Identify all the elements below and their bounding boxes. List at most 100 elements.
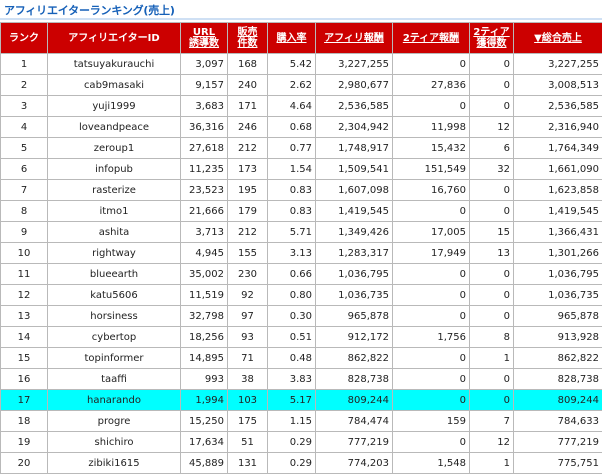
url-referrals-cell: 23,523 — [181, 180, 228, 201]
column-header-total-sales[interactable]: ▼総合売上 — [514, 23, 602, 54]
column-header-label[interactable]: 購入率 — [277, 33, 307, 44]
purchase-rate-cell: 0.30 — [268, 306, 316, 327]
sales-count-cell: 155 — [228, 243, 268, 264]
total-sales-cell: 784,633 — [514, 411, 602, 432]
column-header-label: アフィリエイターID — [68, 33, 159, 44]
url-referrals-cell: 993 — [181, 369, 228, 390]
column-header-tier2-reward[interactable]: 2ティア報酬 — [393, 23, 470, 54]
tier2-count-cell: 0 — [470, 201, 514, 222]
total-sales-cell: 1,301,266 — [514, 243, 602, 264]
column-header-label[interactable]: 2ティア獲得数 — [473, 27, 509, 49]
url-referrals-cell: 1,994 — [181, 390, 228, 411]
tier2-reward-cell: 0 — [393, 264, 470, 285]
url-referrals-cell: 14,895 — [181, 348, 228, 369]
column-header-sales-count[interactable]: 販売件数 — [228, 23, 268, 54]
tier2-reward-cell: 1,756 — [393, 327, 470, 348]
tier2-reward-cell: 0 — [393, 285, 470, 306]
sales-count-cell: 131 — [228, 453, 268, 474]
total-sales-cell: 862,822 — [514, 348, 602, 369]
column-header-rank: ランク — [1, 23, 48, 54]
column-header-affiliater-id: アフィリエイターID — [48, 23, 181, 54]
column-header-purchase-rate[interactable]: 購入率 — [268, 23, 316, 54]
url-referrals-cell: 3,683 — [181, 96, 228, 117]
sales-count-cell: 246 — [228, 117, 268, 138]
purchase-rate-cell: 5.42 — [268, 54, 316, 75]
purchase-rate-cell: 0.51 — [268, 327, 316, 348]
column-header-label: ランク — [9, 33, 39, 44]
url-referrals-cell: 17,634 — [181, 432, 228, 453]
column-header-affiliate-reward[interactable]: アフィリ報酬 — [316, 23, 393, 54]
affiliater-id-cell: ashita — [48, 222, 181, 243]
sales-count-cell: 93 — [228, 327, 268, 348]
tier2-reward-cell: 0 — [393, 348, 470, 369]
rank-cell: 4 — [1, 117, 48, 138]
total-sales-cell: 2,316,940 — [514, 117, 602, 138]
url-referrals-cell: 27,618 — [181, 138, 228, 159]
purchase-rate-cell: 0.29 — [268, 453, 316, 474]
tier2-count-cell: 0 — [470, 306, 514, 327]
total-sales-cell: 1,419,545 — [514, 201, 602, 222]
affiliate-reward-cell: 1,036,795 — [316, 264, 393, 285]
sales-count-cell: 168 — [228, 54, 268, 75]
tier2-count-cell: 15 — [470, 222, 514, 243]
url-referrals-cell: 35,002 — [181, 264, 228, 285]
rank-cell: 9 — [1, 222, 48, 243]
url-referrals-cell: 11,235 — [181, 159, 228, 180]
total-sales-cell: 2,536,585 — [514, 96, 602, 117]
sales-count-cell: 171 — [228, 96, 268, 117]
affiliater-id-cell: yuji1999 — [48, 96, 181, 117]
tier2-count-cell: 0 — [470, 369, 514, 390]
tier2-reward-cell: 151,549 — [393, 159, 470, 180]
tier2-count-cell: 0 — [470, 264, 514, 285]
total-sales-cell: 1,661,090 — [514, 159, 602, 180]
url-referrals-cell: 9,157 — [181, 75, 228, 96]
url-referrals-cell: 36,316 — [181, 117, 228, 138]
column-header-label[interactable]: アフィリ報酬 — [324, 33, 384, 44]
rank-cell: 8 — [1, 201, 48, 222]
column-header-label[interactable]: 販売件数 — [238, 27, 258, 49]
column-header-tier2-count[interactable]: 2ティア獲得数 — [470, 23, 514, 54]
purchase-rate-cell: 0.48 — [268, 348, 316, 369]
affiliater-id-cell: rightway — [48, 243, 181, 264]
rank-cell: 20 — [1, 453, 48, 474]
affiliater-id-cell: tatsuyakurauchi — [48, 54, 181, 75]
rank-cell: 3 — [1, 96, 48, 117]
affiliater-id-cell: infopub — [48, 159, 181, 180]
column-header-label[interactable]: 2ティア報酬 — [403, 33, 459, 44]
tier2-count-cell: 12 — [470, 432, 514, 453]
affiliater-id-cell: zibiki1615 — [48, 453, 181, 474]
tier2-reward-cell: 15,432 — [393, 138, 470, 159]
rank-cell: 14 — [1, 327, 48, 348]
tier2-reward-cell: 0 — [393, 96, 470, 117]
purchase-rate-cell: 2.62 — [268, 75, 316, 96]
total-sales-cell: 1,366,431 — [514, 222, 602, 243]
affiliate-reward-cell: 3,227,255 — [316, 54, 393, 75]
purchase-rate-cell: 3.13 — [268, 243, 316, 264]
page-title: アフィリエイターランキング(売上) — [4, 2, 175, 18]
sales-count-cell: 212 — [228, 138, 268, 159]
purchase-rate-cell: 5.71 — [268, 222, 316, 243]
affiliater-id-cell: zeroup1 — [48, 138, 181, 159]
url-referrals-cell: 21,666 — [181, 201, 228, 222]
tier2-count-cell: 0 — [470, 390, 514, 411]
purchase-rate-cell: 1.54 — [268, 159, 316, 180]
total-sales-cell: 965,878 — [514, 306, 602, 327]
rank-cell: 12 — [1, 285, 48, 306]
purchase-rate-cell: 3.83 — [268, 369, 316, 390]
column-header-label[interactable]: ▼総合売上 — [534, 33, 582, 44]
total-sales-cell: 1,036,735 — [514, 285, 602, 306]
total-sales-cell: 1,623,858 — [514, 180, 602, 201]
